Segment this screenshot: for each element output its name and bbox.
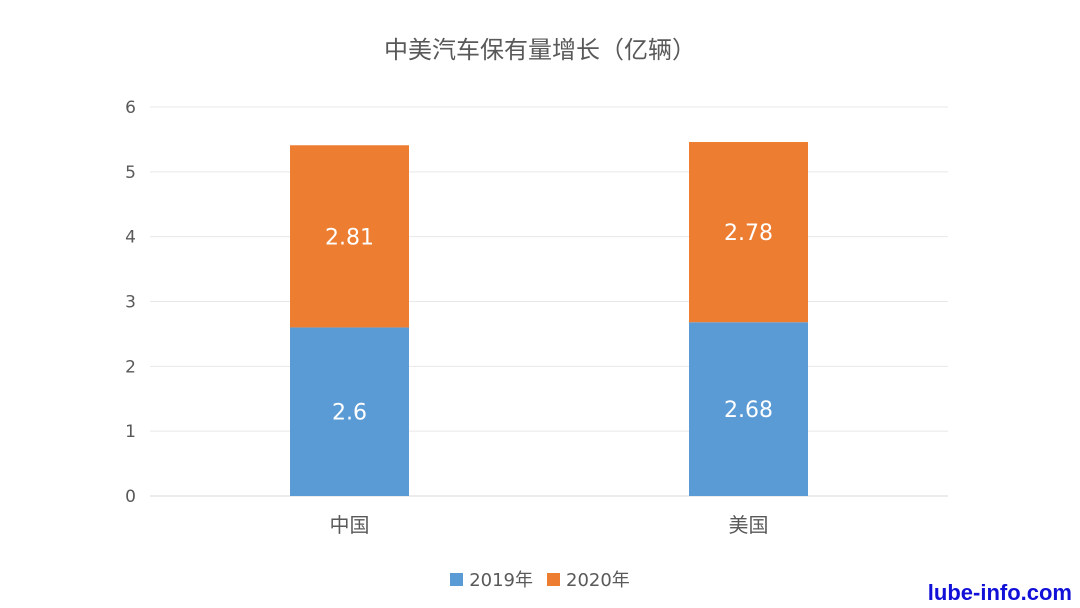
- legend-item-2019: 2019年: [450, 566, 533, 592]
- watermark: lube-info.com: [927, 580, 1072, 605]
- bar-segment: [689, 322, 808, 496]
- data-label: 2.81: [325, 225, 374, 250]
- legend-swatch: [450, 572, 464, 586]
- legend-label: 2020年: [566, 570, 630, 591]
- chart-title: 中美汽车保有量增长（亿辆）: [384, 36, 696, 64]
- y-tick-label: 1: [125, 422, 136, 442]
- data-label: 2.6: [332, 401, 367, 426]
- y-tick-label: 2: [125, 357, 136, 377]
- data-label: 2.78: [724, 221, 773, 246]
- y-tick-label: 3: [125, 293, 136, 313]
- legend-label: 2019年: [469, 570, 533, 591]
- y-tick-label: 5: [125, 163, 136, 183]
- x-tick-label: 中国: [330, 513, 370, 537]
- legend: 2019年 2020年: [0, 566, 1080, 592]
- bar-segment: [290, 327, 409, 496]
- y-tick-label: 4: [125, 228, 136, 248]
- data-label: 2.68: [724, 398, 773, 423]
- bar-segment: [689, 142, 808, 323]
- y-tick-label: 0: [125, 487, 136, 507]
- bar-segment: [290, 145, 409, 328]
- legend-swatch: [547, 572, 560, 586]
- legend-item-2020: 2020年: [547, 566, 630, 592]
- y-tick-label: 6: [125, 98, 136, 118]
- x-tick-label: 美国: [729, 513, 769, 537]
